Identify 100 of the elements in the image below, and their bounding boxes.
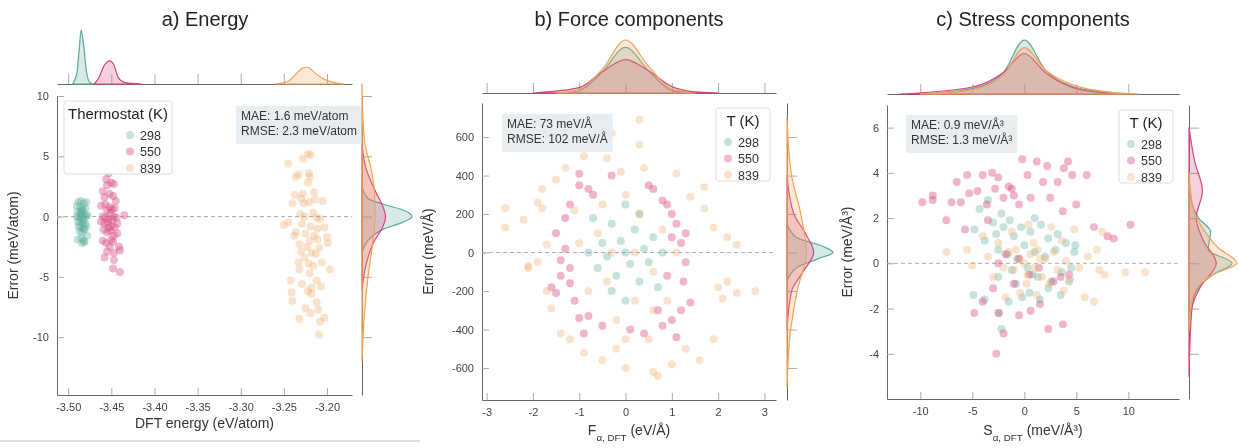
point bbox=[994, 173, 1003, 182]
point bbox=[1059, 286, 1068, 295]
point bbox=[983, 252, 992, 261]
point bbox=[956, 198, 965, 207]
point bbox=[1026, 227, 1035, 236]
y-tick-label: 4 bbox=[872, 166, 879, 179]
point bbox=[672, 333, 681, 342]
point bbox=[1044, 234, 1053, 243]
point bbox=[607, 171, 616, 180]
point bbox=[612, 271, 621, 280]
point bbox=[1026, 193, 1035, 202]
y-tick-label: 400 bbox=[455, 169, 474, 182]
y-tick-label: 10 bbox=[36, 90, 49, 103]
point bbox=[973, 186, 982, 195]
point bbox=[658, 196, 667, 205]
y-tick-label: -10 bbox=[33, 331, 49, 344]
point bbox=[1059, 164, 1068, 173]
y-tick-label: 6 bbox=[872, 121, 879, 134]
point bbox=[115, 246, 124, 255]
point bbox=[667, 233, 676, 242]
y-tick-label: -2 bbox=[869, 302, 879, 315]
x-tick-label: -3.50 bbox=[56, 400, 82, 413]
point bbox=[598, 238, 607, 247]
legend-label: 298 bbox=[140, 128, 161, 143]
point bbox=[994, 259, 1003, 268]
point bbox=[1026, 306, 1035, 315]
x-tick-label: -3 bbox=[482, 405, 493, 418]
point bbox=[992, 349, 1001, 358]
point bbox=[1126, 220, 1135, 229]
point bbox=[686, 298, 695, 307]
point bbox=[1015, 200, 1024, 209]
point bbox=[626, 325, 635, 334]
point bbox=[1012, 245, 1020, 254]
point bbox=[1015, 311, 1024, 320]
point bbox=[975, 205, 984, 214]
legend-label: 839 bbox=[738, 168, 759, 183]
point bbox=[982, 200, 991, 209]
legend-label: 839 bbox=[140, 161, 161, 176]
point bbox=[649, 233, 658, 242]
point bbox=[653, 283, 662, 292]
point bbox=[999, 223, 1008, 232]
point bbox=[603, 252, 611, 261]
point bbox=[1053, 266, 1062, 275]
point bbox=[1001, 293, 1010, 302]
point bbox=[658, 321, 667, 330]
point bbox=[677, 306, 686, 315]
chart-title: b) Force components bbox=[534, 8, 724, 30]
x-tick-label: -3.40 bbox=[142, 400, 168, 413]
x-tick-label: -5 bbox=[967, 404, 978, 417]
point bbox=[1121, 268, 1130, 277]
point bbox=[942, 216, 951, 225]
point bbox=[994, 245, 1003, 254]
point bbox=[963, 245, 972, 254]
point bbox=[942, 248, 951, 256]
y-axis-title: Error (meV/Å³) bbox=[839, 206, 855, 298]
annotation: MAE: 0.9 meV/Å³ RMSE: 1.3 meV/Å³ bbox=[911, 117, 1013, 147]
point bbox=[83, 231, 92, 240]
point bbox=[978, 171, 987, 180]
point bbox=[928, 196, 937, 204]
y-tick-label: 0 bbox=[872, 257, 879, 270]
point bbox=[584, 248, 593, 257]
point bbox=[120, 211, 129, 220]
point bbox=[1058, 320, 1067, 329]
point bbox=[635, 277, 644, 286]
x-tick-label: -3.25 bbox=[271, 400, 297, 413]
x-tick-label: -2 bbox=[528, 405, 539, 418]
point bbox=[621, 248, 630, 257]
point bbox=[1090, 297, 1098, 306]
point bbox=[1044, 324, 1053, 333]
point bbox=[1025, 288, 1034, 297]
point bbox=[667, 315, 676, 324]
chart-title: c) Stress components bbox=[936, 8, 1130, 30]
legend-title: T (K) bbox=[726, 112, 760, 129]
y-axis-title: Error (meV/Å) bbox=[420, 208, 436, 295]
y-axis-title: Error (meV/atom) bbox=[5, 191, 21, 300]
point bbox=[1075, 263, 1084, 272]
point bbox=[1035, 254, 1044, 263]
x-tick-label: 2 bbox=[715, 405, 722, 418]
point bbox=[589, 190, 598, 199]
point bbox=[552, 289, 561, 297]
point bbox=[575, 169, 584, 178]
point bbox=[1020, 241, 1029, 250]
point bbox=[1140, 268, 1149, 277]
point bbox=[1036, 220, 1045, 229]
point bbox=[663, 271, 672, 280]
point bbox=[1023, 171, 1032, 180]
point bbox=[989, 272, 998, 281]
point bbox=[1046, 193, 1055, 202]
point bbox=[1022, 279, 1031, 288]
y-tick-label: 5 bbox=[42, 150, 49, 163]
point bbox=[575, 314, 584, 322]
point bbox=[1090, 223, 1098, 232]
point bbox=[640, 244, 649, 253]
point bbox=[113, 229, 122, 238]
point bbox=[1005, 216, 1014, 225]
point bbox=[644, 181, 653, 190]
annotation: MAE: 73 meV/Å RMSE: 102 meV/Å bbox=[507, 116, 608, 146]
point bbox=[598, 321, 607, 330]
x-tick-label: -10 bbox=[912, 404, 929, 417]
y-tick-label: -400 bbox=[451, 323, 474, 336]
